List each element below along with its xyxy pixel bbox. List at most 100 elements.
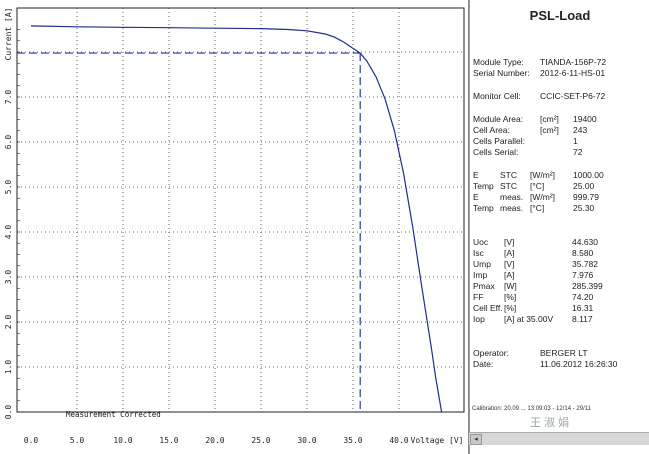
row-label: Cells Parallel: [473, 136, 525, 146]
panel-row: Module Type: TIANDA-156P-72 [470, 57, 649, 68]
panel-row: Operator: BERGER LT [470, 348, 649, 359]
row-unit: [W] [504, 281, 517, 291]
row-label: Cell Area: [473, 125, 510, 135]
row-label: Pmax [473, 281, 495, 291]
row-condition: meas. [500, 203, 524, 213]
scroll-left-icon[interactable]: ◂ [470, 434, 482, 445]
calibration-text: Calibration: 20.09 ... 13:09:03 - 12/14 … [472, 406, 591, 412]
horizontal-scrollbar[interactable]: ◂ [469, 432, 649, 445]
row-value: 999.79 [573, 192, 599, 202]
row-condition: STC [500, 170, 517, 180]
y-tick-label: 5.0 [4, 180, 13, 195]
row-unit: [cm²] [540, 114, 559, 124]
panel-row: Cell Area: [cm²] 243 [470, 125, 649, 136]
panel-row: Imp [A] 7.976 [470, 270, 649, 281]
panel-row: Ump [V] 35.782 [470, 259, 649, 270]
row-value: 1 [573, 136, 578, 146]
row-value: 35.782 [572, 259, 598, 269]
row-label: Uoc [473, 237, 489, 247]
row-label: Module Area: [473, 114, 524, 124]
panel-row: Date: 11.06.2012 16:26:30 [470, 359, 649, 370]
x-tick-label: 40.0 [389, 436, 408, 445]
panel-row: Cell Eff. [%] 16.31 [470, 303, 649, 314]
y-tick-label: 4.0 [4, 225, 13, 240]
panel-row: Pmax [W] 285.399 [470, 281, 649, 292]
iv-curve-plot: 0.0 5.0 10.0 15.0 20.0 25.0 30.0 35.0 40.0 Voltag… [0, 0, 469, 454]
row-value: 7.976 [572, 270, 594, 280]
panel-row: FF [%] 74.20 [470, 292, 649, 303]
panel-row: Temp STC [°C] 25.00 [470, 181, 649, 192]
panel-row: Iop [A] at 35.00V 8.117 [470, 314, 649, 325]
row-label: Cells Serial: [473, 147, 519, 157]
row-unit: [W/m²] [530, 170, 556, 180]
panel-row: Module Area: [cm²] 19400 [470, 114, 649, 125]
x-tick-label: 25.0 [251, 436, 270, 445]
plot-frame [16, 7, 465, 413]
psl-load-panel: PSL-Load Module Type: TIANDA-156P-72 Seria… [469, 0, 649, 454]
y-tick-label: 2.0 [4, 315, 13, 330]
row-unit: [°C] [530, 203, 545, 213]
y-tick-label: 3.0 [4, 270, 13, 285]
row-label: Iop [473, 314, 485, 324]
panel-row: Cells Serial: 72 [470, 147, 649, 158]
row-condition: STC [500, 181, 517, 191]
row-value: 16.31 [572, 303, 594, 313]
row-unit: [V] [504, 237, 515, 247]
row-value: 25.00 [573, 181, 595, 191]
x-tick-label: 20.0 [205, 436, 224, 445]
row-value: 2012-6-11-HS-01 [540, 68, 606, 78]
row-value: 19400 [573, 114, 597, 124]
row-unit: [%] [504, 303, 517, 313]
row-label: FF [473, 292, 484, 302]
row-label: Temp [473, 203, 494, 213]
row-value: 72 [573, 147, 583, 157]
row-label: Date: [473, 359, 494, 369]
row-label: E [473, 192, 479, 202]
row-label: Ump [473, 259, 491, 269]
row-value: 11.06.2012 16:26:30 [540, 359, 618, 369]
y-tick-label: 6.0 [4, 135, 13, 150]
row-value: 243 [573, 125, 588, 135]
row-value: 8.580 [572, 248, 594, 258]
row-label: Temp [473, 181, 494, 191]
panel-row: Monitor Cell: CCIC-SET-P6-72 [470, 91, 649, 102]
panel-row: Cells Parallel: 1 [470, 136, 649, 147]
panel-row: Temp meas. [°C] 25.30 [470, 203, 649, 214]
row-value: 25.30 [573, 203, 595, 213]
row-unit: [A] [504, 270, 515, 280]
row-label: Imp [473, 270, 488, 280]
panel-row: Serial Number: 2012-6-11-HS-01 [470, 68, 649, 79]
row-value: 44.630 [572, 237, 598, 247]
y-tick-label: 7.0 [4, 90, 13, 105]
x-tick-label: 5.0 [70, 436, 85, 445]
row-unit: [%] [504, 292, 517, 302]
panel-row: E STC [W/m²] 1000.00 [470, 170, 649, 181]
row-label: Operator: [473, 348, 509, 358]
iv-curve-line [30, 25, 443, 413]
row-value: 285.399 [572, 281, 603, 291]
x-tick-label: 35.0 [343, 436, 362, 445]
y-axis-label: Current [A] [4, 8, 13, 61]
x-axis-label: Voltage [V] [411, 436, 464, 445]
panel-title: PSL-Load [529, 8, 591, 23]
row-unit: [W/m²] [530, 192, 556, 202]
x-tick-label: 10.0 [113, 436, 132, 445]
watermark: 王 淑 娟 [530, 417, 570, 429]
x-tick-label: 15.0 [159, 436, 178, 445]
row-label: E [473, 170, 479, 180]
row-unit: [A] at 35.00V [504, 314, 554, 324]
row-value: 8.117 [572, 314, 593, 324]
row-label: Isc [473, 248, 484, 258]
x-tick-label: 30.0 [297, 436, 316, 445]
row-label: Cell Eff. [473, 303, 503, 313]
panel-row: Uoc [V] 44.630 [470, 237, 649, 248]
row-value: BERGER LT [540, 348, 588, 358]
x-tick-label: 0.0 [24, 436, 39, 445]
iv-chart: 0.0 5.0 10.0 15.0 20.0 25.0 30.0 35.0 40.0 Voltag… [4, 7, 465, 445]
row-unit: [V] [504, 259, 515, 269]
measurement-annotation: Measurement Corrected [66, 410, 161, 419]
y-tick-label: 1.0 [4, 360, 13, 375]
row-value: CCIC-SET-P6-72 [540, 91, 606, 101]
row-value: TIANDA-156P-72 [540, 57, 607, 67]
